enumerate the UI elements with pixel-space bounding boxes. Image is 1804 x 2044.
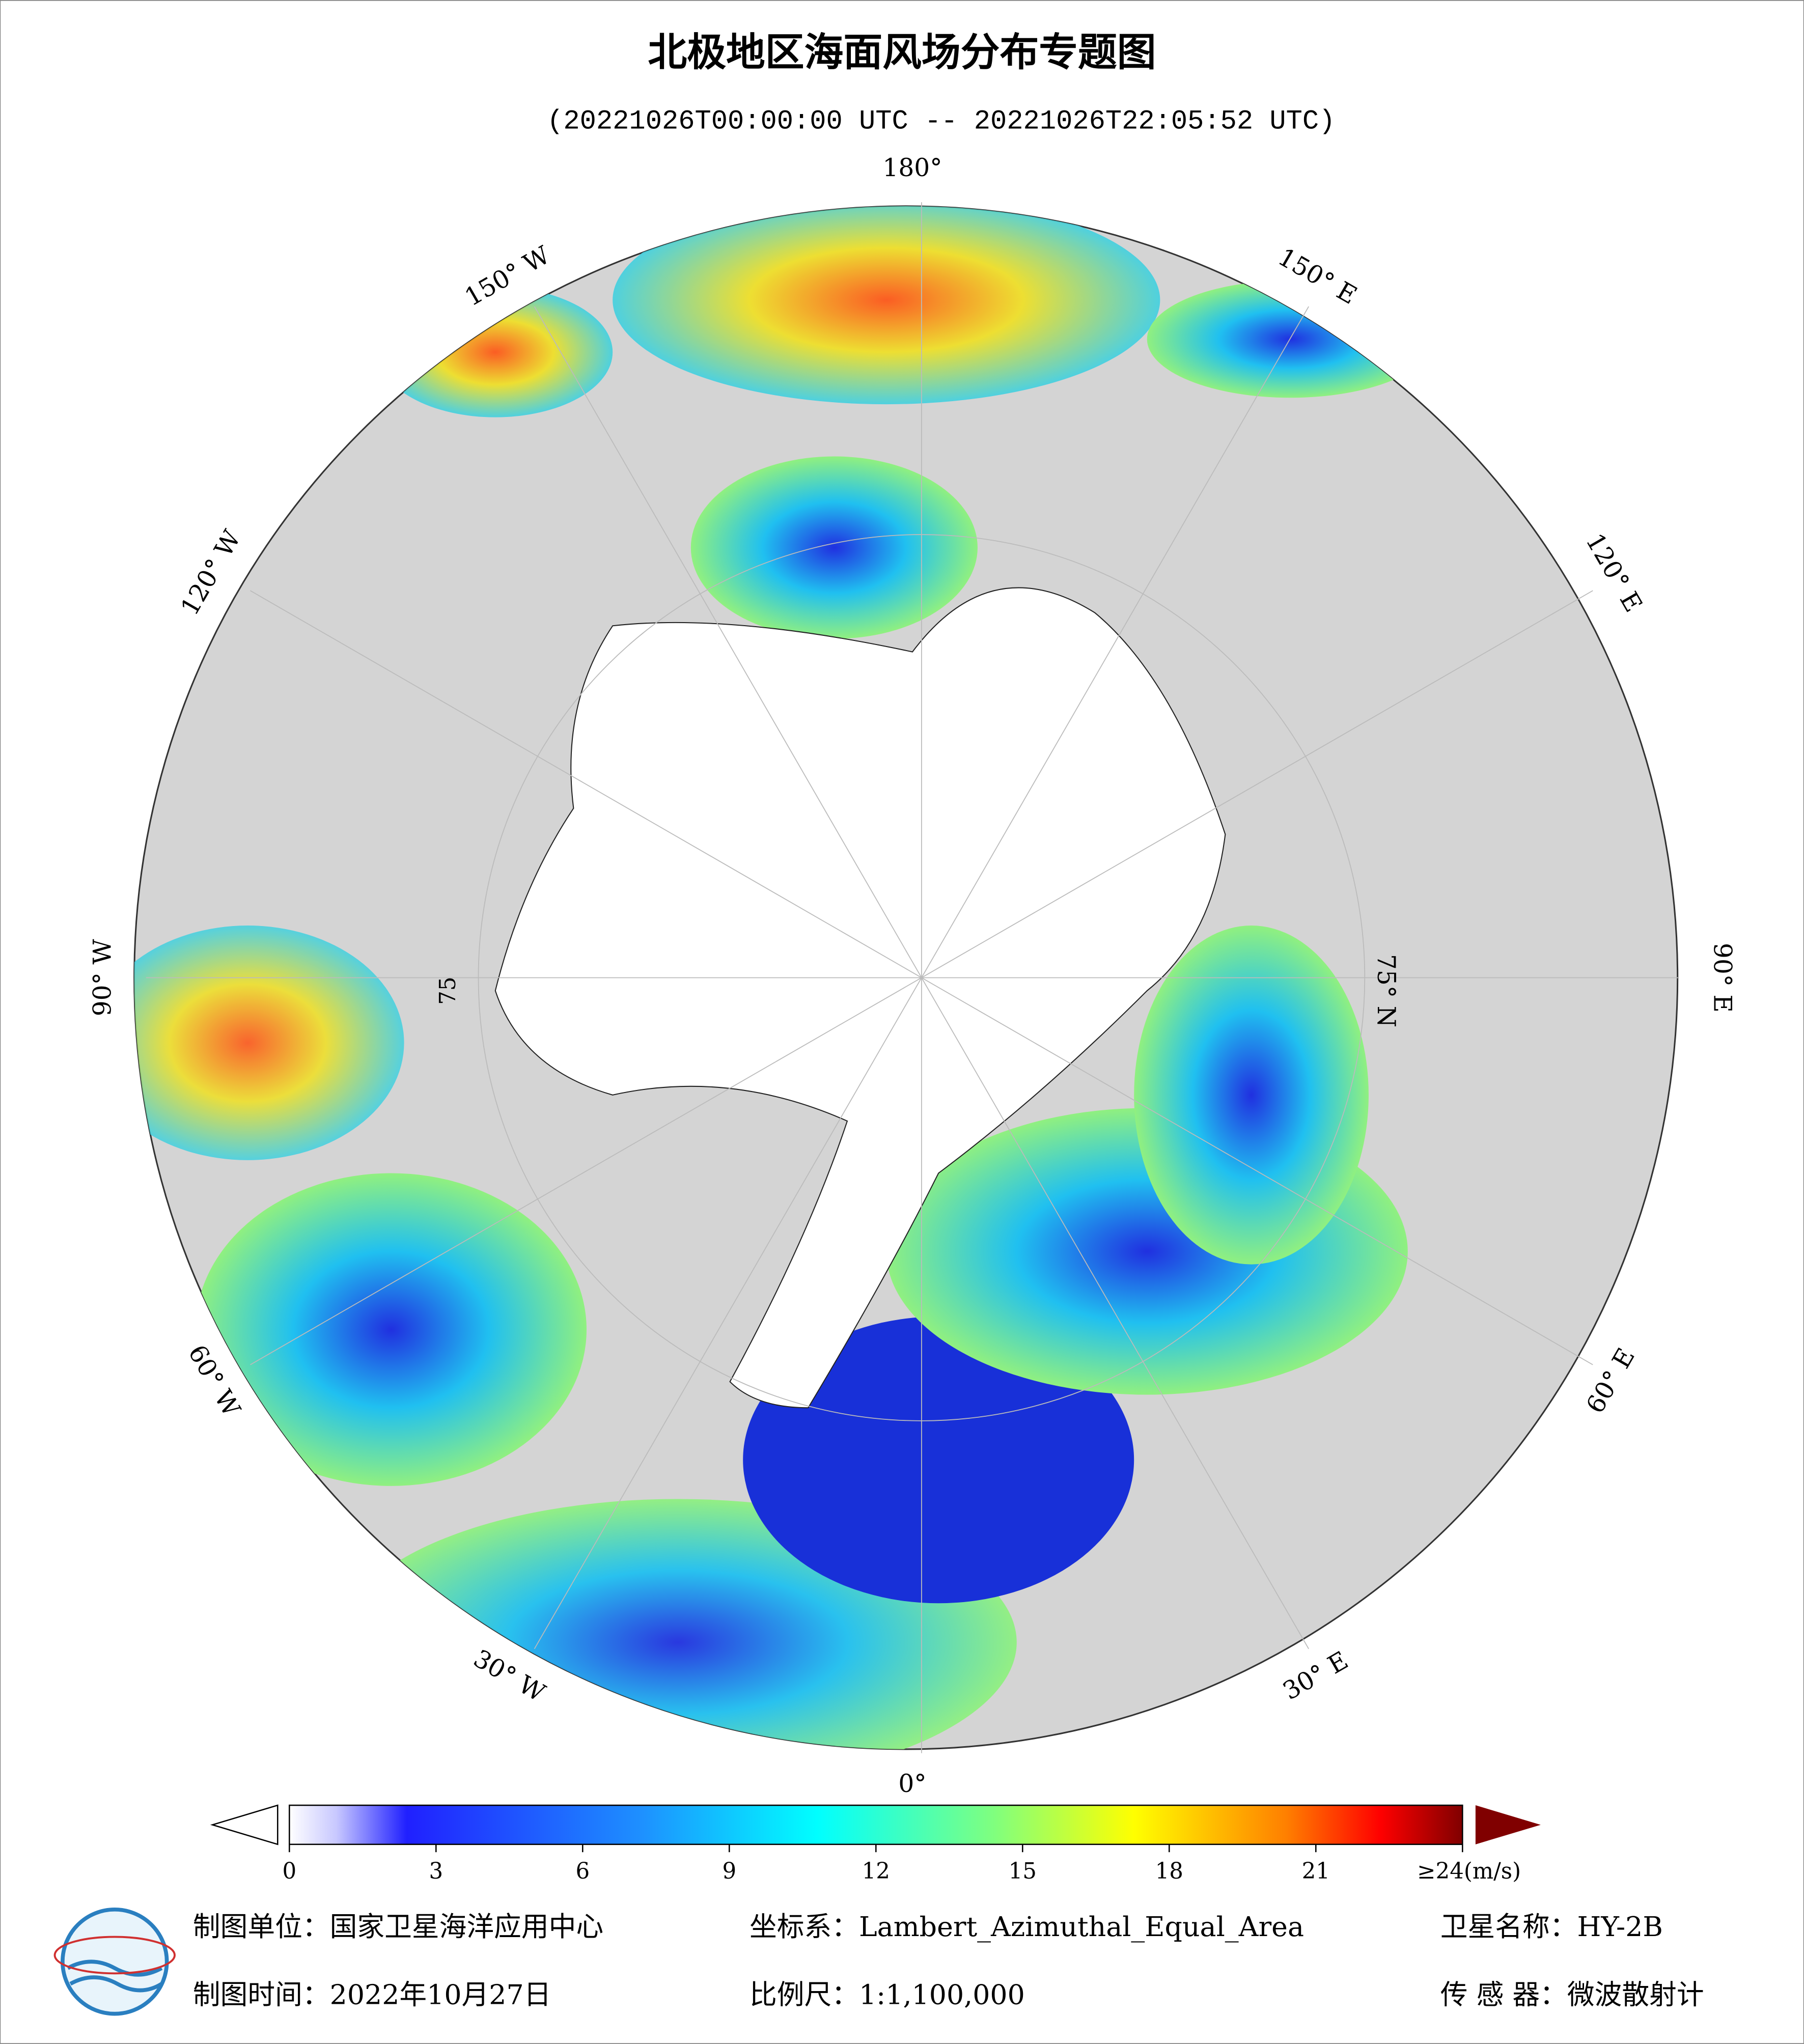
longitude-label: 90° W <box>88 939 117 1017</box>
colorbar-tick-label: 0 <box>282 1859 296 1884</box>
wind-area <box>743 1317 1134 1604</box>
colorbar-tick-label: 3 <box>429 1859 443 1884</box>
wind-area <box>195 1173 587 1486</box>
colorbar: 0 3 6 9 12 15 18 21 ≥24(m/s) <box>210 1804 1541 1884</box>
footer-scale: 比例尺：1:1,100,000 <box>750 1978 1025 2010</box>
colorbar-tick-label: 9 <box>722 1859 736 1884</box>
footer-crs: 坐标系：Lambert_Azimuthal_Equal_Area <box>750 1911 1304 1943</box>
footer-date: 制图时间：2022年10月27日 <box>193 1978 551 2010</box>
colorbar-tick-label: 18 <box>1155 1859 1183 1884</box>
longitude-label: 0° <box>898 1770 926 1798</box>
longitude-label: 90° E <box>1708 943 1737 1013</box>
footer-sensor: 传 感 器：微波散射计 <box>1440 1978 1704 2010</box>
latitude-label: 75° N <box>1372 954 1400 1027</box>
wind-area <box>134 926 404 1160</box>
graticule <box>146 202 1679 1753</box>
colorbar-tick-label: 12 <box>862 1859 890 1884</box>
wind-area <box>690 456 978 639</box>
colorbar-ramp <box>289 1804 1463 1845</box>
longitude-label: 180° <box>882 154 942 182</box>
colorbar-over <box>1475 1805 1541 1844</box>
wind-field <box>134 206 1434 1749</box>
latitude-label: 75 <box>435 976 461 1004</box>
colorbar-tick-label: 15 <box>1009 1859 1037 1884</box>
colorbar-tick-label: ≥24(m/s) <box>1417 1859 1521 1884</box>
title: 北极地区海面风场分布专题图 <box>648 30 1156 75</box>
sea-ice <box>494 587 1226 1409</box>
colorbar-under <box>210 1804 279 1845</box>
colorbar-tick-label: 21 <box>1302 1859 1330 1884</box>
map <box>133 202 1679 1753</box>
footer-satellite: 卫星名称：HY-2B <box>1440 1911 1663 1943</box>
logo <box>53 1908 176 2016</box>
footer-unit: 制图单位：国家卫星海洋应用中心 <box>193 1911 603 1943</box>
wind-area <box>613 206 1160 405</box>
wind-area <box>1134 926 1369 1265</box>
subtitle: (20221026T00:00:00 UTC -- 20221026T22:05… <box>547 106 1335 137</box>
colorbar-tick-label: 6 <box>575 1859 590 1884</box>
